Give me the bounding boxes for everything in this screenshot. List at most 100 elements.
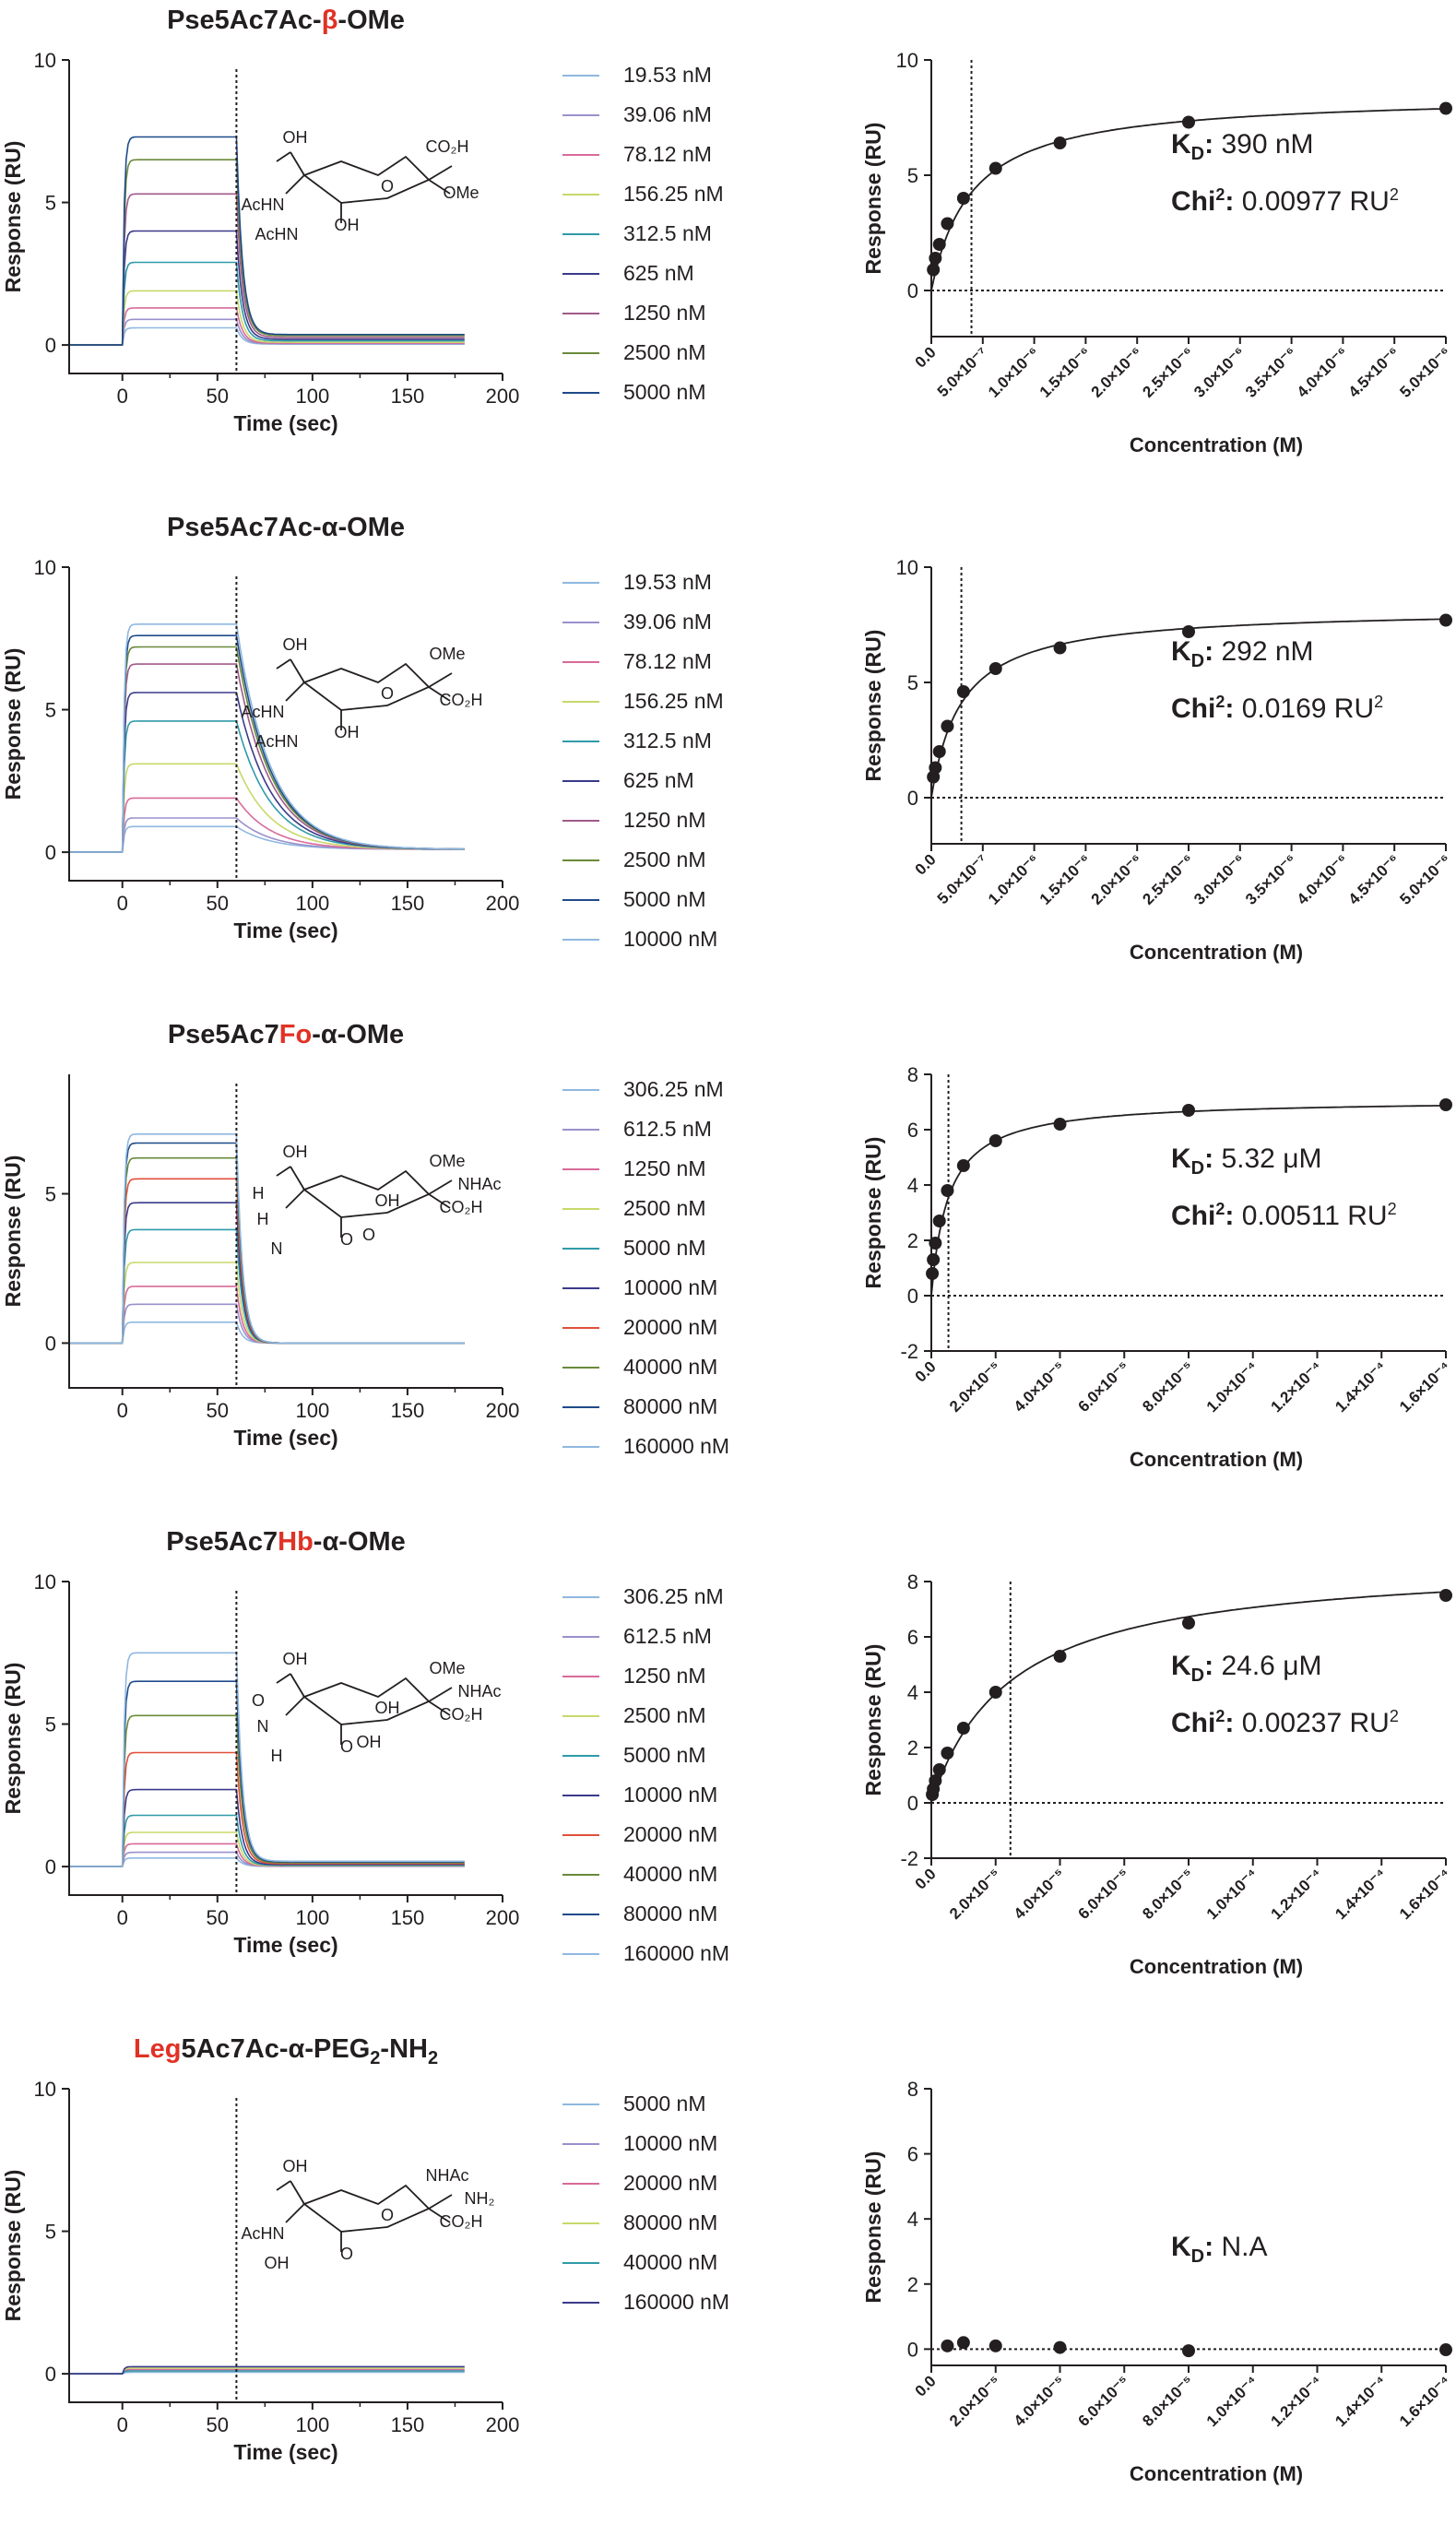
chi-label: Chi <box>1171 693 1216 724</box>
structure-atom-label: O <box>381 177 394 196</box>
x-tick-label: 2.0×10⁻⁶ <box>1088 850 1145 907</box>
substituent-bond <box>276 151 453 223</box>
data-point <box>927 1253 941 1266</box>
kd-annotation: KD: 390 nM Chi2: 0.00977 RU2 <box>1171 124 1399 222</box>
structure-atom-label: NHAc <box>425 2166 468 2185</box>
kd-sub: D <box>1190 1158 1205 1179</box>
x-tick-label: 1.6×10⁻⁴ <box>1396 2372 1454 2430</box>
x-tick-label: 1.2×10⁻⁴ <box>1267 1357 1325 1416</box>
legend-label: 5000 nM <box>623 887 706 911</box>
sensorgram-curve <box>69 307 465 346</box>
chi-colon: : <box>1225 693 1235 724</box>
x-tick-label: 8.0×10⁻⁵ <box>1139 1865 1197 1923</box>
sensorgram-curve <box>69 1788 465 1867</box>
legend-label: 80000 nM <box>623 1902 718 1926</box>
legend-item: 2500 nM <box>562 1696 729 1736</box>
x-tick-label: 2.5×10⁻⁶ <box>1139 850 1196 907</box>
legend-item: 5000 nM <box>562 1228 729 1268</box>
x-tick-label: 1.6×10⁻⁴ <box>1396 1357 1454 1416</box>
title-part: 5Ac7Ac-α-PEG <box>181 2034 371 2064</box>
kd-colon: : <box>1204 129 1214 160</box>
structure-atom-label: H <box>253 1184 265 1203</box>
sensorgram-curve <box>69 2368 465 2375</box>
panel-row-5: Leg5Ac7Ac-α-PEG2-NH2 0 5 10 0 50 100 150 200 Time… <box>0 2029 1456 2536</box>
legend-swatch <box>562 621 599 623</box>
y-tick-label: 8 <box>907 1063 918 1086</box>
x-tick-label: 0 <box>117 892 128 915</box>
legend-swatch <box>562 113 599 116</box>
y-axis-label: Response (RU) <box>1 1155 25 1308</box>
x-tick-label: 200 <box>486 1906 520 1929</box>
y-axis-label: Response (RU) <box>861 630 885 782</box>
x-tick-label: 0 <box>117 1906 128 1929</box>
sensorgram-curve <box>69 1303 465 1345</box>
data-point <box>927 263 941 277</box>
legend-swatch <box>562 2103 599 2105</box>
y-tick-label: 5 <box>907 671 918 694</box>
legend-swatch <box>562 938 599 941</box>
sensorgram-curve <box>69 1178 465 1345</box>
data-point <box>932 1215 946 1227</box>
sensorgram-axes <box>68 1074 503 1389</box>
legend-item: 39.06 nM <box>562 95 724 135</box>
sensorgram-curve <box>69 2371 465 2375</box>
legend-swatch <box>562 898 599 901</box>
data-point <box>1053 641 1067 655</box>
x-tick-label: 150 <box>391 2413 425 2436</box>
legend-label: 10000 nM <box>623 2131 718 2155</box>
x-axis-label: Time (sec) <box>233 1933 337 1957</box>
legend-label: 80000 nM <box>623 2210 718 2234</box>
x-tick-label: 1.4×10⁻⁴ <box>1332 1357 1390 1416</box>
kd-annotation: KD: 5.32 μM Chi2: 0.00511 RU2 <box>1171 1139 1397 1237</box>
chi-sup: 2 <box>1215 1200 1225 1218</box>
structure-atom-label: AcHN <box>255 732 298 751</box>
x-tick-label: 1.2×10⁻⁴ <box>1267 2372 1325 2430</box>
structure-atom-label: AcHN <box>241 2224 284 2243</box>
legend-item: 612.5 nM <box>562 1109 729 1149</box>
y-axis-label: Response (RU) <box>861 1644 885 1796</box>
legend-swatch <box>562 2222 599 2224</box>
y-tick-label: 5 <box>45 699 56 722</box>
panel-row-2: Pse5Ac7Ac-α-OMe 0 5 10 0 50 100 150 200 Time (sec… <box>0 507 1456 1014</box>
x-tick-label: 4.5×10⁻⁶ <box>1345 850 1403 907</box>
y-axis-label: Response (RU) <box>861 1137 885 1289</box>
title-part: -α-OMe <box>312 1020 405 1049</box>
structure-atom-label: AcHN <box>241 196 284 214</box>
y-tick-label: 10 <box>896 556 918 579</box>
x-tick-label: 5.0×10⁻⁷ <box>934 343 991 400</box>
legend-swatch <box>562 1326 599 1329</box>
legend-swatch <box>562 1595 599 1598</box>
legend-item: 1250 nM <box>562 800 724 840</box>
concentration-legend: 306.25 nM 612.5 nM 1250 nM 2500 nM 5000 nM 10… <box>562 1577 729 1973</box>
data-point <box>932 1763 946 1776</box>
data-point <box>1439 1098 1452 1111</box>
chi-colon: : <box>1225 1708 1235 1738</box>
chi-unit-sup: 2 <box>1389 1707 1399 1725</box>
legend-label: 40000 nM <box>623 1355 718 1379</box>
data-point <box>956 1722 970 1735</box>
legend-label: 156.25 nM <box>623 182 724 206</box>
legend-label: 20000 nM <box>623 1315 718 1339</box>
x-tick-label: 8.0×10⁻⁵ <box>1139 1357 1197 1416</box>
structure-atom-label: CO₂H <box>440 2212 483 2231</box>
y-tick-label: 0 <box>45 1855 56 1878</box>
y-tick-label: 2 <box>907 2273 918 2296</box>
data-point <box>1053 1650 1067 1663</box>
legend-swatch <box>562 193 599 196</box>
structure-atom-label: OMe <box>429 645 465 663</box>
x-tick-label: 0.0 <box>912 343 940 371</box>
sensorgram-curve <box>69 1262 465 1345</box>
kd-sub: D <box>1190 1665 1205 1686</box>
title-part: Pse5Ac7 <box>166 1527 278 1557</box>
panel-row-3: Pse5Ac7Fo-α-OMe 0 5 0 50 100 150 200 Time (sec) R… <box>0 1014 1456 1522</box>
legend-label: 306.25 nM <box>623 1077 724 1101</box>
data-point <box>956 1159 970 1172</box>
chi-unit: RU <box>1349 1708 1390 1738</box>
x-tick-label: 4.0×10⁻⁶ <box>1294 343 1351 400</box>
